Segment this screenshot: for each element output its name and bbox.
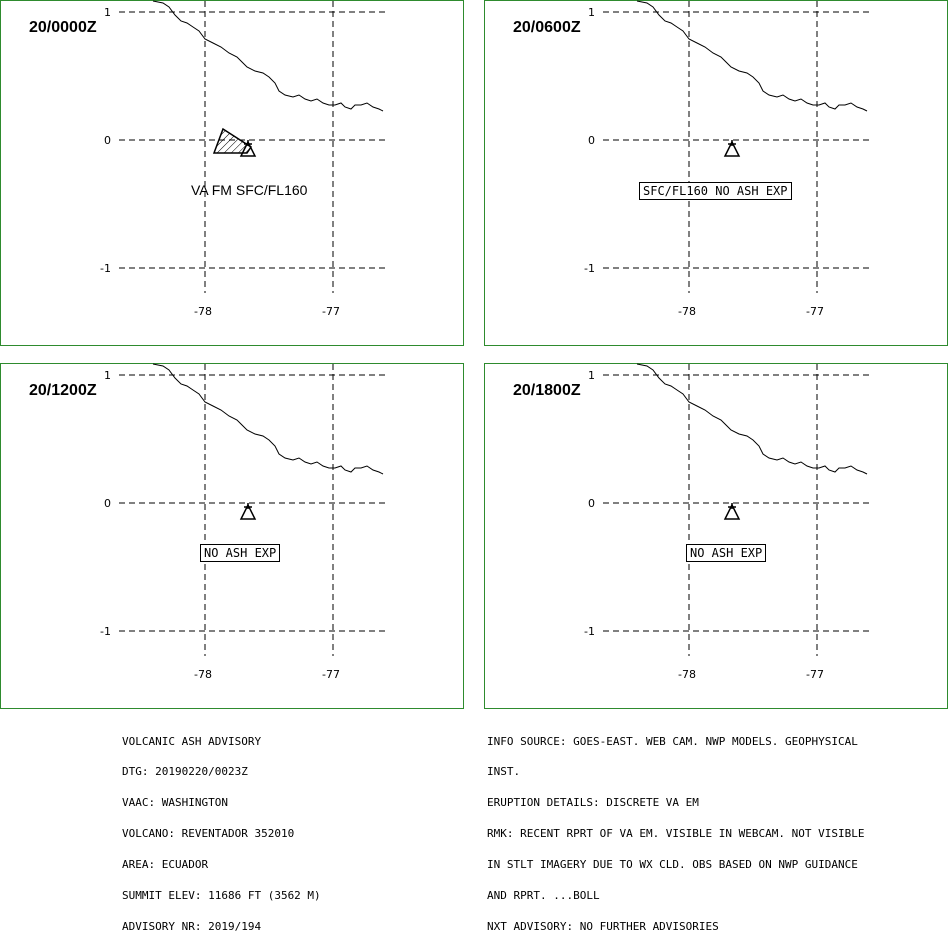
longitude-label: -77 xyxy=(806,305,824,318)
volcano-triangle xyxy=(723,140,741,157)
longitude-label: -77 xyxy=(322,305,340,318)
forecast-panel-2: 20/0600Z 1 0 -1 -78 -77 SFC/FL160 NO ASH EXP xyxy=(484,0,948,346)
advisory-line: AND RPRT. ...BOLL xyxy=(487,889,600,903)
border-line xyxy=(152,363,384,475)
ash-map-4: 1 0 -1 -78 -77 xyxy=(584,363,869,681)
ash-cloud-area xyxy=(212,127,253,154)
advisory-line: INST. xyxy=(487,765,521,779)
latitude-label: 1 xyxy=(588,6,595,19)
forecast-panel-1: 20/0000Z 1 0 -1 -78 -77 VA FM SFC/FL160 xyxy=(0,0,464,346)
latitude-label: 0 xyxy=(588,497,595,510)
latitude-label: -1 xyxy=(584,625,595,638)
latitude-label: 0 xyxy=(104,497,111,510)
longitude-label: -77 xyxy=(806,668,824,681)
border-line xyxy=(152,0,384,112)
volcano-icon xyxy=(723,140,741,157)
advisory-line: ERUPTION DETAILS: DISCRETE VA EM xyxy=(487,796,699,810)
panel-time-label: 20/0000Z xyxy=(29,19,97,36)
latitude-label: -1 xyxy=(100,625,111,638)
border-line xyxy=(636,363,868,475)
advisory-line: VAAC: WASHINGTON xyxy=(122,796,228,810)
no-ash-box: NO ASH EXP xyxy=(200,544,281,562)
panel-time-label: 20/0600Z xyxy=(513,19,581,36)
panel-time-label: 20/1800Z xyxy=(513,382,581,399)
latitude-label: -1 xyxy=(100,262,111,275)
latitude-label: 1 xyxy=(104,369,111,382)
longitude-label: -78 xyxy=(678,305,696,318)
volcano-icon xyxy=(723,503,741,520)
advisory-line: AREA: ECUADOR xyxy=(122,858,209,872)
advisory-line: RMK: RECENT RPRT OF VA EM. VISIBLE IN WE… xyxy=(487,827,865,841)
advisory-line: IN STLT IMAGERY DUE TO WX CLD. OBS BASED… xyxy=(487,858,858,872)
volcano-triangle xyxy=(239,503,257,520)
longitude-label: -78 xyxy=(194,668,212,681)
latitude-label: 1 xyxy=(104,6,111,19)
advisory-line: ADVISORY NR: 2019/194 xyxy=(122,919,262,933)
no-ash-box: NO ASH EXP xyxy=(686,544,767,562)
no-ash-box: SFC/FL160 NO ASH EXP xyxy=(639,182,792,200)
latitude-label: 0 xyxy=(588,134,595,147)
advisory-line: SUMMIT ELEV: 11686 FT (3562 M) xyxy=(122,889,321,903)
advisory-line: VOLCANO: REVENTADOR 352010 xyxy=(122,827,295,841)
volcano-triangle xyxy=(723,503,741,520)
border-line xyxy=(636,0,868,112)
advisory-line: NXT ADVISORY: NO FURTHER ADVISORIES xyxy=(487,919,719,933)
ash-map-3: 1 0 -1 -78 -77 xyxy=(100,363,385,681)
ash-map-1: 1 0 -1 -78 -77 xyxy=(100,0,385,318)
forecast-panel-3: 20/1200Z 1 0 -1 -78 -77 NO ASH EXP xyxy=(0,363,464,709)
volcano-icon xyxy=(239,503,257,520)
advisory-line: INFO SOURCE: GOES-EAST. WEB CAM. NWP MOD… xyxy=(487,734,858,748)
latitude-label: 0 xyxy=(104,134,111,147)
forecast-panel-4: 20/1800Z 1 0 -1 -78 -77 NO ASH EXP xyxy=(484,363,948,709)
longitude-label: -78 xyxy=(194,305,212,318)
longitude-label: -77 xyxy=(322,668,340,681)
advisory-right-block: INFO SOURCE: GOES-EAST. WEB CAM. NWP MOD… xyxy=(487,716,865,943)
advisory-left-block: VOLCANIC ASH ADVISORY DTG: 20190220/0023… xyxy=(122,716,321,943)
advisory-line: VOLCANIC ASH ADVISORY xyxy=(122,734,262,748)
latitude-label: 1 xyxy=(588,369,595,382)
ash-map-2: 1 0 -1 -78 -77 xyxy=(584,0,869,318)
longitude-label: -78 xyxy=(678,668,696,681)
latitude-label: -1 xyxy=(584,262,595,275)
panel-time-label: 20/1200Z xyxy=(29,382,97,399)
advisory-line: DTG: 20190220/0023Z xyxy=(122,765,248,779)
ash-description: VA FM SFC/FL160 xyxy=(191,182,308,198)
